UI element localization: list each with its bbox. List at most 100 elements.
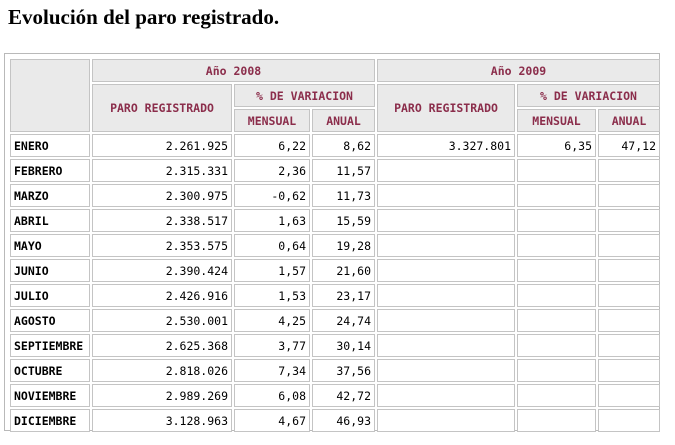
mensual-2008-cell: 1,53 [234,284,310,307]
mensual-2008-cell: 4,67 [234,409,310,432]
mensual-2009-cell [517,234,596,257]
mensual-2008-cell: 6,08 [234,384,310,407]
month-cell: DICIEMBRE [10,409,90,432]
mensual-2008-cell: 1,63 [234,209,310,232]
paro-2008-cell: 2.625.368 [92,334,232,357]
table-row: ABRIL 2.338.517 1,63 15,59 [10,209,660,232]
col-paro-2009: PARO REGISTRADO [377,84,515,132]
paro-2009-cell [377,209,515,232]
paro-2008-cell: 2.818.026 [92,359,232,382]
mensual-2008-cell: 0,64 [234,234,310,257]
mensual-2009-cell [517,384,596,407]
month-cell: JUNIO [10,259,90,282]
anual-2008-cell: 24,74 [312,309,375,332]
anual-2008-cell: 46,93 [312,409,375,432]
paro-2009-cell [377,334,515,357]
mensual-2008-cell: 7,34 [234,359,310,382]
col-variacion-2008: % DE VARIACION [234,84,375,107]
month-cell: FEBRERO [10,159,90,182]
paro-2009-cell [377,309,515,332]
table-row: SEPTIEMBRE 2.625.368 3,77 30,14 [10,334,660,357]
anual-2009-cell [598,384,660,407]
anual-2009-cell [598,409,660,432]
paro-2008-cell: 2.390.424 [92,259,232,282]
mensual-2009-cell [517,409,596,432]
month-cell: ABRIL [10,209,90,232]
paro-2008-cell: 2.338.517 [92,209,232,232]
mensual-2009-cell [517,334,596,357]
col-mensual-2009: MENSUAL [517,109,596,132]
anual-2009-cell [598,209,660,232]
table-row: OCTUBRE 2.818.026 7,34 37,56 [10,359,660,382]
table-row: DICIEMBRE 3.128.963 4,67 46,93 [10,409,660,432]
month-cell: MARZO [10,184,90,207]
month-cell: JULIO [10,284,90,307]
paro-2009-cell [377,409,515,432]
anual-2009-cell [598,284,660,307]
paro-2009-cell [377,359,515,382]
anual-2008-cell: 23,17 [312,284,375,307]
mensual-2008-cell: 1,57 [234,259,310,282]
paro-2008-cell: 3.128.963 [92,409,232,432]
anual-2009-cell [598,159,660,182]
mensual-2008-cell: 2,36 [234,159,310,182]
table-row: NOVIEMBRE 2.989.269 6,08 42,72 [10,384,660,407]
mensual-2009-cell [517,209,596,232]
anual-2009-cell [598,259,660,282]
paro-2009-cell [377,259,515,282]
paro-2009-cell [377,159,515,182]
mensual-2009-cell [517,359,596,382]
anual-2009-cell: 47,12 [598,134,660,157]
mensual-2009-cell [517,184,596,207]
page-title: Evolución del paro registrado. [8,5,280,29]
anual-2009-cell [598,234,660,257]
mensual-2009-cell: 6,35 [517,134,596,157]
paro-2008-cell: 2.530.001 [92,309,232,332]
mensual-2008-cell: 3,77 [234,334,310,357]
paro-2008-cell: 2.315.331 [92,159,232,182]
paro-2009-cell [377,284,515,307]
anual-2008-cell: 8,62 [312,134,375,157]
col-variacion-2009: % DE VARIACION [517,84,660,107]
table-row: MAYO 2.353.575 0,64 19,28 [10,234,660,257]
mensual-2008-cell: 6,22 [234,134,310,157]
paro-2009-cell [377,184,515,207]
anual-2008-cell: 30,14 [312,334,375,357]
anual-2008-cell: 37,56 [312,359,375,382]
paro-2008-cell: 2.261.925 [92,134,232,157]
paro-2008-cell: 2.989.269 [92,384,232,407]
paro-2009-cell [377,384,515,407]
table-row: ENERO 2.261.925 6,22 8,62 3.327.801 6,35 47,12 [10,134,660,157]
anual-2008-cell: 21,60 [312,259,375,282]
month-cell: MAYO [10,234,90,257]
anual-2008-cell: 15,59 [312,209,375,232]
paro-2009-cell: 3.327.801 [377,134,515,157]
table-row: MARZO 2.300.975 -0,62 11,73 [10,184,660,207]
anual-2008-cell: 42,72 [312,384,375,407]
anual-2008-cell: 19,28 [312,234,375,257]
table-row: JUNIO 2.390.424 1,57 21,60 [10,259,660,282]
paro-2009-cell [377,234,515,257]
paro-2008-cell: 2.353.575 [92,234,232,257]
table-row: AGOSTO 2.530.001 4,25 24,74 [10,309,660,332]
col-mensual-2008: MENSUAL [234,109,310,132]
mensual-2008-cell: 4,25 [234,309,310,332]
table-body: ENERO 2.261.925 6,22 8,62 3.327.801 6,35 47,12… [10,134,660,432]
col-paro-2008: PARO REGISTRADO [92,84,232,132]
anual-2009-cell [598,359,660,382]
col-anual-2008: ANUAL [312,109,375,132]
anual-2008-cell: 11,73 [312,184,375,207]
table-row: JULIO 2.426.916 1,53 23,17 [10,284,660,307]
month-cell: SEPTIEMBRE [10,334,90,357]
month-cell: AGOSTO [10,309,90,332]
mensual-2008-cell: -0,62 [234,184,310,207]
anual-2009-cell [598,334,660,357]
paro-table: Año 2008 Año 2009 PARO REGISTRADO % DE V… [8,57,662,434]
year-header-2008: Año 2008 [92,59,375,82]
mensual-2009-cell [517,284,596,307]
anual-2009-cell [598,184,660,207]
mensual-2009-cell [517,259,596,282]
month-cell: OCTUBRE [10,359,90,382]
table-row: FEBRERO 2.315.331 2,36 11,57 [10,159,660,182]
paro-2008-cell: 2.426.916 [92,284,232,307]
